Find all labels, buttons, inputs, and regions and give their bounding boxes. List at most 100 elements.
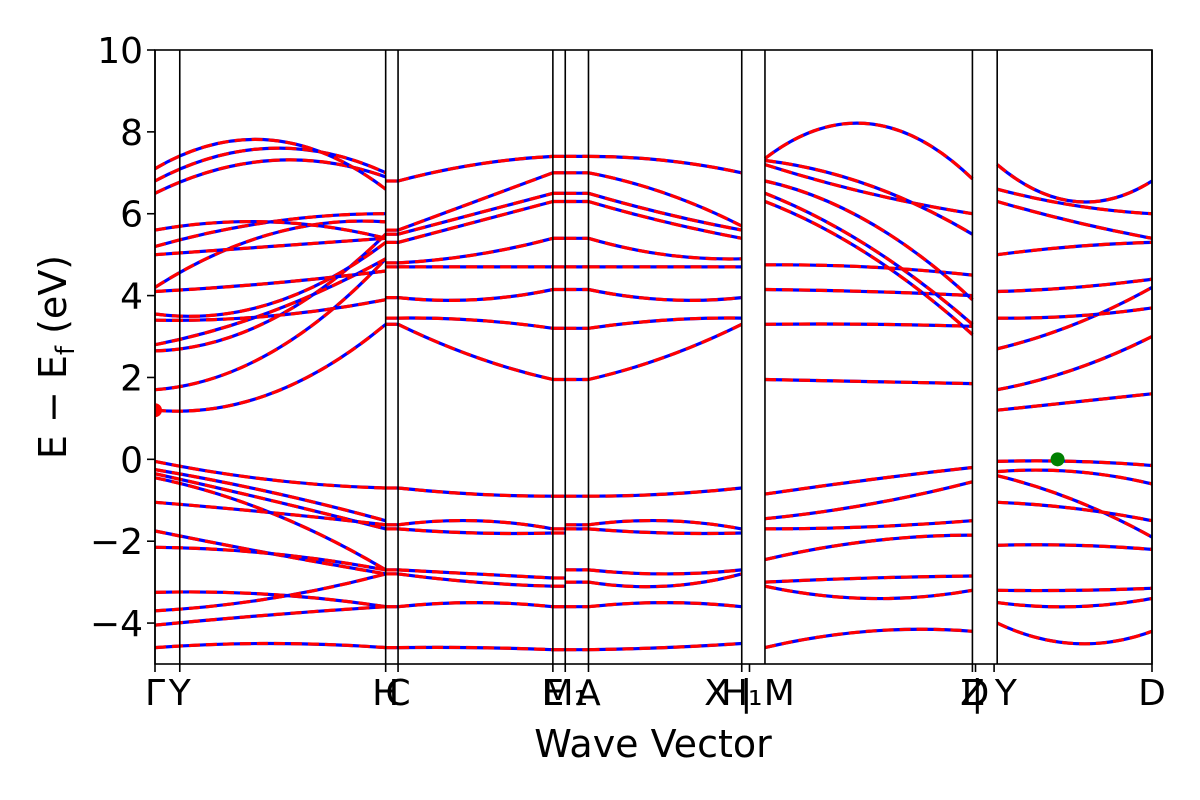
- band-red-seg8-11: [997, 306, 1152, 320]
- band-red-seg7-7: [764, 377, 973, 386]
- y-axis-title-main: E − E: [31, 355, 75, 459]
- band-red-seg8-8: [997, 392, 1152, 412]
- band-red-seg3-11: [398, 236, 554, 265]
- band-red-seg7-8: [764, 322, 973, 328]
- band-red-seg3-8: [398, 316, 554, 330]
- band-red-seg6-3: [588, 568, 742, 576]
- plot-background: [155, 50, 1152, 664]
- band-red-seg8-2: [996, 474, 1152, 539]
- y-tick-label-6: 8: [120, 113, 143, 154]
- x-tick-label-7: H₁: [721, 673, 763, 714]
- y-tick-label-7: 10: [97, 31, 143, 72]
- y-tick-label-0: −4: [90, 604, 143, 645]
- band-red-seg6-2: [588, 527, 742, 536]
- band-blue-seg1-10: [155, 641, 386, 650]
- band-red-seg7-12: [764, 191, 974, 326]
- band-red-seg3-0: [397, 486, 553, 498]
- band-red-seg3-3: [398, 568, 553, 580]
- band-red-seg3-4: [397, 572, 553, 588]
- band-red-seg8-14: [996, 199, 1152, 240]
- band-red-seg8-3: [997, 500, 1152, 523]
- band-blue-seg1-0: [155, 459, 386, 490]
- x-tick-label-8: X | M: [704, 673, 795, 714]
- band-red-seg8-1: [997, 468, 1152, 486]
- x-tick-label-3: C: [385, 673, 410, 714]
- band-red-seg1-23: [155, 146, 387, 183]
- band-red-seg8-4: [997, 543, 1152, 551]
- band-red-seg6-4: [588, 572, 743, 589]
- y-axis-title: E − Ef (eV): [31, 255, 81, 459]
- band-red-seg1-5: [155, 529, 386, 576]
- y-axis-title-unit: (eV): [31, 255, 75, 346]
- x-tick-label-4: E: [541, 673, 564, 714]
- x-tick-label-2: H: [372, 673, 399, 714]
- band-red-seg8-10: [996, 286, 1152, 351]
- band-red-seg8-7: [996, 621, 1152, 646]
- band-red-seg6-1: [588, 518, 742, 531]
- band-red-seg3-14: [397, 171, 554, 232]
- band-red-seg7-11: [764, 200, 974, 336]
- band-blue-seg1-11: [155, 323, 387, 413]
- band-blue-seg1-6: [155, 545, 386, 572]
- band-red-seg3-15: [397, 154, 553, 183]
- band-red-seg1-12: [155, 257, 387, 392]
- band-red-seg1-18: [155, 219, 386, 289]
- band-red-seg7-0: [764, 465, 973, 496]
- band-blue-seg1-21: [155, 219, 387, 240]
- band-red-seg7-2: [764, 519, 973, 531]
- band-red-seg7-15: [764, 158, 974, 236]
- band-red-seg3-13: [397, 191, 554, 236]
- x-tick-label-12: D: [1138, 673, 1166, 714]
- band-red-seg7-1: [764, 480, 973, 521]
- x-tick-label-1: Y: [168, 673, 192, 714]
- band-red-seg7-13: [764, 179, 974, 301]
- band-red-seg8-12: [997, 277, 1152, 294]
- band-red-seg1-1: [155, 468, 387, 523]
- band-red-seg1-16: [155, 241, 387, 318]
- y-tick-label-2: 0: [120, 440, 143, 481]
- band-red-seg6-6: [588, 641, 742, 652]
- y-axis-title-subscript: f: [51, 345, 81, 355]
- band-red-seg6-8: [588, 316, 742, 330]
- band-red-seg7-16: [764, 121, 974, 181]
- band-red-seg8-16: [996, 163, 1152, 204]
- band-red-seg7-3: [764, 533, 973, 562]
- y-tick-label-3: 2: [120, 358, 143, 399]
- band-red-seg7-14: [764, 163, 973, 216]
- band-blue-seg1-17: [155, 269, 386, 294]
- band-red-seg7-5: [764, 584, 973, 601]
- band-red-seg6-5: [588, 601, 742, 609]
- band-red-seg3-6: [398, 645, 553, 652]
- x-tick-label-10: D: [962, 673, 990, 714]
- x-tick-label-6: A: [576, 673, 601, 714]
- band-blue-seg1-4: [155, 500, 386, 527]
- band-red-seg7-10: [764, 263, 973, 277]
- plot-frame: [154, 49, 1153, 665]
- band-red-seg6-9: [588, 287, 742, 302]
- band-red-seg7-9: [764, 287, 973, 298]
- band-red-seg6-14: [588, 171, 743, 228]
- band-red-seg3-5: [397, 601, 554, 609]
- y-tick-label-4: 4: [120, 277, 143, 318]
- band-red-seg6-7: [588, 322, 743, 382]
- extrema-markers: [155, 403, 1065, 467]
- band-red-seg8-0: [997, 459, 1152, 468]
- y-tick-label-5: 6: [120, 195, 143, 236]
- band-red-seg8-13: [996, 240, 1152, 257]
- bands-layer: [155, 121, 1152, 652]
- band-blue-seg1-7: [155, 590, 386, 609]
- y-axis: −4 −2 0 2 4 6 8 10: [90, 31, 155, 645]
- band-blue-seg1-9: [155, 605, 386, 627]
- band-red-seg3-7: [397, 322, 554, 382]
- band-red-seg8-6: [996, 596, 1152, 609]
- band-red-seg3-2: [397, 527, 553, 536]
- band-red-seg6-15: [588, 154, 743, 175]
- band-red-seg1-8: [155, 572, 387, 613]
- x-tick-label-5: M₁: [543, 673, 589, 714]
- x-tick-label-11: | Y: [971, 673, 1018, 714]
- band-red-seg8-15: [996, 187, 1152, 216]
- band-red-seg3-9: [397, 287, 554, 302]
- band-blue-seg1-19: [155, 236, 386, 257]
